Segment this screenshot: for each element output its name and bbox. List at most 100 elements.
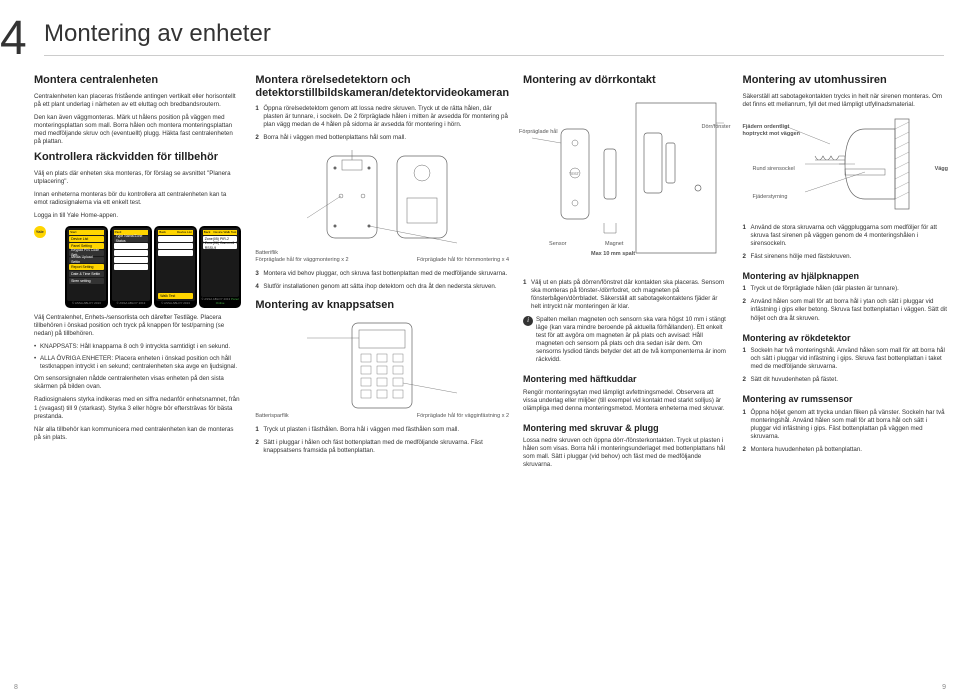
app-title: Home Sys xyxy=(48,227,64,236)
info-text: Spalten mellan magneten och sensorn ska … xyxy=(536,316,728,364)
heading-room-sensor: Montering av rumssensor xyxy=(743,394,948,404)
phone-3: Back Device List Walk Test © ASSA ABLOY 2… xyxy=(154,226,197,308)
phone-row xyxy=(114,250,149,256)
phone-2: Panli Type Name/Zone Status © ASSA ABLOY… xyxy=(110,226,153,308)
phone-topbar-label: Back xyxy=(159,231,166,235)
phone-row: Media Upload Settin xyxy=(69,257,104,263)
phone-footer: © ASSA ABLOY 2013 Panel Online xyxy=(201,298,240,306)
step: 1Tryck ut de förpräglade hålen (där plas… xyxy=(743,285,948,293)
step: 4Slutför installationen genom att sätta … xyxy=(255,283,509,291)
walk-test-button: Walk Test xyxy=(158,293,193,299)
phone-footer: © ASSA ABLOY 2013 xyxy=(156,302,195,306)
yale-logo: Yale xyxy=(34,226,46,238)
phone-row xyxy=(114,257,149,263)
paragraph: Välj Centralenhet, Enhets-/sensorlista o… xyxy=(34,314,241,338)
page-number-right: 9 xyxy=(942,683,946,692)
column-4: Montering av utomhussiren Säkerställ att… xyxy=(743,74,948,474)
diagram-label: Förpräglade hål för väggmontering x 2 xyxy=(255,257,369,264)
paragraph: Välj en plats där enheten ska monteras, … xyxy=(34,170,241,186)
page-number-left: 8 xyxy=(14,683,18,692)
phone-title2: Device List xyxy=(177,231,192,235)
diagram-label: Förpräglade hål för vägginfästning x 2 xyxy=(382,413,509,420)
column-1: Montera centralenheten Centralenheten ka… xyxy=(34,74,241,474)
phone-footer: © ASSA ABLOY 2013 xyxy=(112,302,151,306)
paragraph: Centralenheten kan placeras fristående a… xyxy=(34,93,241,109)
step: 1Välj ut en plats på dörren/fönstret där… xyxy=(523,279,728,311)
bullet: KNAPPSATS: Håll knapparna 8 och 9 intryc… xyxy=(34,343,241,351)
paragraph: Innan enheterna monteras bör du kontroll… xyxy=(34,191,241,207)
step: 1Tryck ut plasten i fästhålen. Borra hål… xyxy=(255,426,509,434)
step: 1Sockeln har två monteringshål. Använd h… xyxy=(743,347,948,371)
page-title: Montering av enheter xyxy=(44,18,944,56)
svg-text:TEST: TEST xyxy=(569,171,580,176)
heading-screws: Montering med skruvar & plugg xyxy=(523,423,728,433)
step: 2Borra hål i väggen med bottenplattans h… xyxy=(255,134,509,142)
heading-adhesive: Montering med häftkuddar xyxy=(523,374,728,384)
phone-row xyxy=(158,243,193,249)
step: 3Montera vid behov pluggar, och skruva f… xyxy=(255,270,509,278)
paragraph: Säkerställ att sabotagekontakten trycks … xyxy=(743,93,948,109)
paragraph: Om sensorsignalen nådde centralenheten v… xyxy=(34,375,241,391)
paragraph: Radiosignalens styrka indikeras med en s… xyxy=(34,396,241,420)
paragraph: Lossa nedre skruven och öppna dörr-/föns… xyxy=(523,437,728,469)
step: 1Använd de stora skruvarna och väggplugg… xyxy=(743,224,948,248)
chapter-number: 4 xyxy=(0,8,27,70)
door-diagram: TEST xyxy=(523,93,728,263)
phone-topbar-label: Start xyxy=(70,231,76,235)
phone-row xyxy=(158,236,193,242)
phone-row: Type Name/Zone Status xyxy=(114,236,149,242)
step: 2Fäst sirenens hölje med fästskruven. xyxy=(743,253,948,261)
content-columns: Montera centralenheten Centralenheten ka… xyxy=(34,74,948,474)
diagram-label: Vägg xyxy=(935,166,948,173)
diagram-label: Förpräglade hål xyxy=(519,129,558,136)
step: 2Sätt i pluggar i hålen och fäst bottenp… xyxy=(255,439,509,455)
heading-door: Montering av dörrkontakt xyxy=(523,74,728,87)
phone-row: Device List xyxy=(69,236,104,242)
step: 2Använd hålen som mall för att borra hål… xyxy=(743,298,948,322)
diagram-label: Max 10 mm spalt xyxy=(591,251,635,258)
paragraph: Rengör monteringsytan med lämpligt avfet… xyxy=(523,389,728,413)
heading-pir: Montera rörelsedetektorn och detektorsti… xyxy=(255,74,509,99)
diagram-label: Sensor xyxy=(549,241,566,248)
diagram-label: Förpräglade hål för hörnmontering x 4 xyxy=(395,257,509,264)
paragraph: Den kan även väggmonteras. Märk ut hålen… xyxy=(34,114,241,146)
diagram-label: Dörr/fönster xyxy=(701,124,730,131)
diagram-label: Rund sirensockel xyxy=(753,166,803,173)
step: 1Öppna rörelsedetektorn genom att lossa … xyxy=(255,105,509,129)
diagram-label: Fjäderstyrning xyxy=(753,194,788,201)
phone-row: Siren setting xyxy=(69,278,104,284)
phone-footer: © ASSA ABLOY 2013 xyxy=(67,302,106,306)
pir-diagram xyxy=(255,148,509,248)
info-note: i Spalten mellan magneten och sensorn sk… xyxy=(523,316,728,364)
phone-row xyxy=(158,250,193,256)
phone-1: Start Device List Panel Setting Keypad P… xyxy=(65,226,108,308)
step: 1Öppna höljet genom att trycka undan fli… xyxy=(743,409,948,441)
keypad-diagram xyxy=(255,318,509,413)
phone-row xyxy=(114,243,149,249)
phone-row: Zone(06) Camera1 RSSI-9 xyxy=(203,243,238,249)
column-2: Montera rörelsedetektorn och detektorsti… xyxy=(255,74,509,474)
info-icon: i xyxy=(523,316,533,326)
heading-smoke: Montering av rökdetektor xyxy=(743,333,948,343)
heading-keypad: Montering av knappsatsen xyxy=(255,299,509,312)
diagram-label: Magnet xyxy=(605,241,623,248)
diagram-label: Batterisparflik xyxy=(255,413,288,420)
diagram-label: Fjädern ordentligt hoptryckt mot väggen xyxy=(743,124,813,138)
phone-mockups: Yale Home Sys Start Device List Panel Se… xyxy=(34,226,241,308)
phone-4: BackDevice Walk Test Zone(05) PIR-2 Zone… xyxy=(199,226,242,308)
heading-siren: Montering av utomhussiren xyxy=(743,74,948,87)
phone-row xyxy=(114,264,149,270)
diagram-label: Batteriflik xyxy=(255,250,278,257)
phone-row: Report Setting xyxy=(69,264,104,270)
step: 2Montera huvudenheten på bottenplattan. xyxy=(743,446,948,454)
heading-rackvidd: Kontrollera räckvidden för tillbehör xyxy=(34,151,241,164)
column-3: Montering av dörrkontakt TEST xyxy=(523,74,728,474)
phone-row: Date & Time Settin xyxy=(69,271,104,277)
step: 2Sätt dit huvudenheten på fästet. xyxy=(743,376,948,384)
paragraph: Logga in till Yale Home-appen. xyxy=(34,212,241,220)
heading-montera-central: Montera centralenheten xyxy=(34,74,241,87)
bullet: ALLA ÖVRIGA ENHETER: Placera enheten i ö… xyxy=(34,355,241,371)
phone-title2: Device Walk Test xyxy=(213,231,236,235)
phone-header: Yale Home Sys xyxy=(34,226,63,238)
phone-topbar-label: Back xyxy=(204,231,211,235)
